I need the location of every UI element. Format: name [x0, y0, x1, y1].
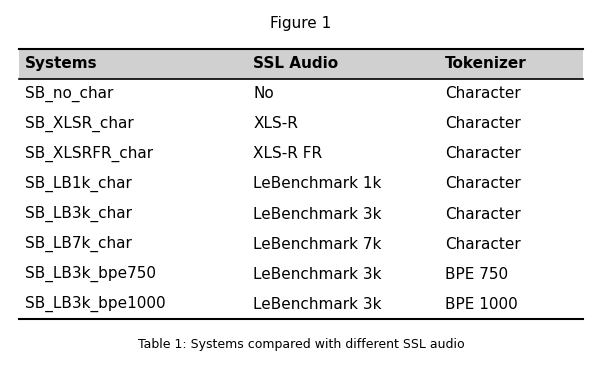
Text: LeBenchmark 1k: LeBenchmark 1k: [253, 177, 382, 191]
Text: XLS-R: XLS-R: [253, 116, 298, 131]
Text: XLS-R FR: XLS-R FR: [253, 146, 322, 162]
Text: SB_LB1k_char: SB_LB1k_char: [25, 176, 132, 192]
Text: LeBenchmark 3k: LeBenchmark 3k: [253, 266, 382, 282]
Text: BPE 1000: BPE 1000: [445, 297, 518, 312]
Text: LeBenchmark 7k: LeBenchmark 7k: [253, 237, 382, 252]
Text: Table 1: Systems compared with different SSL audio: Table 1: Systems compared with different…: [138, 338, 464, 351]
Text: Character: Character: [445, 146, 521, 162]
Text: LeBenchmark 3k: LeBenchmark 3k: [253, 297, 382, 312]
Text: SB_XLSRFR_char: SB_XLSRFR_char: [25, 146, 154, 162]
Text: Character: Character: [445, 206, 521, 222]
Text: Systems: Systems: [25, 56, 98, 71]
Text: No: No: [253, 86, 274, 102]
Text: Character: Character: [445, 86, 521, 102]
Text: SB_no_char: SB_no_char: [25, 86, 114, 102]
Bar: [19, 49, 583, 79]
Text: SB_LB7k_char: SB_LB7k_char: [25, 236, 132, 252]
Text: Tokenizer: Tokenizer: [445, 56, 527, 71]
Text: LeBenchmark 3k: LeBenchmark 3k: [253, 206, 382, 222]
Text: SB_LB3k_bpe750: SB_LB3k_bpe750: [25, 266, 157, 282]
Text: SB_LB3k_bpe1000: SB_LB3k_bpe1000: [25, 296, 166, 312]
Text: BPE 750: BPE 750: [445, 266, 508, 282]
Text: SSL Audio: SSL Audio: [253, 56, 338, 71]
Text: SB_LB3k_char: SB_LB3k_char: [25, 206, 132, 222]
Text: Character: Character: [445, 237, 521, 252]
Text: Character: Character: [445, 177, 521, 191]
Text: Character: Character: [445, 116, 521, 131]
Text: Figure 1: Figure 1: [270, 16, 332, 31]
Text: SB_XLSR_char: SB_XLSR_char: [25, 116, 134, 132]
